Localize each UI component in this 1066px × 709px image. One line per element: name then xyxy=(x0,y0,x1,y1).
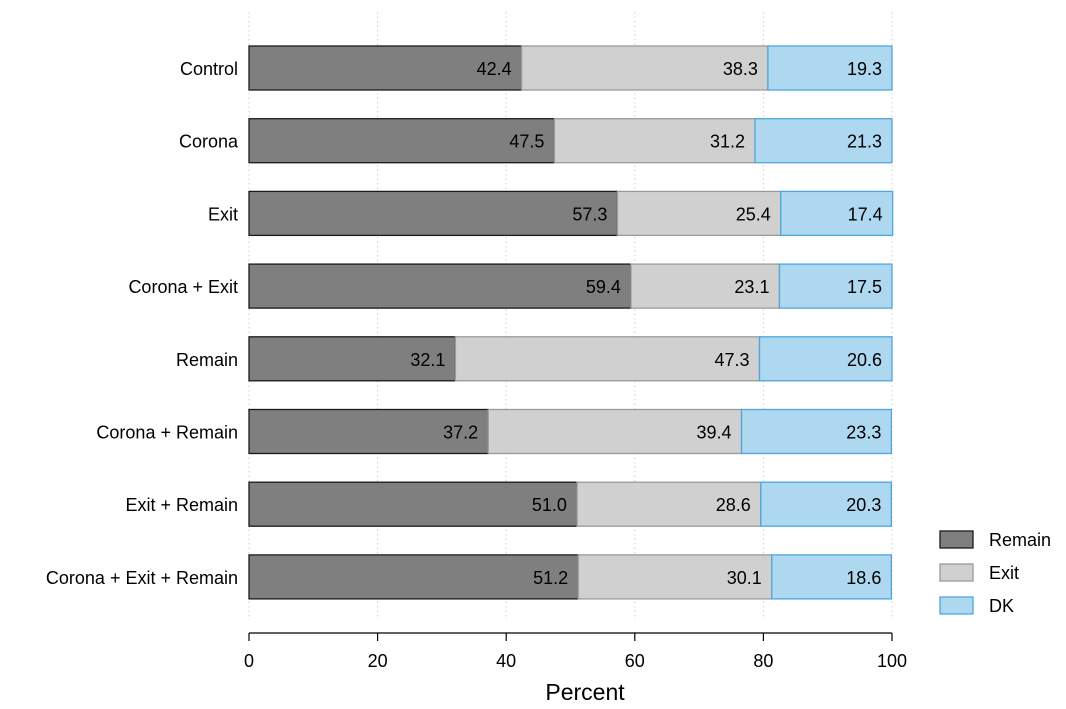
data-label: 20.6 xyxy=(847,350,882,370)
bar-row: 47.5 31.2 21.3 xyxy=(248,118,893,164)
bar-segment-dk xyxy=(758,336,893,382)
category-label: Control xyxy=(180,59,238,79)
x-tick-label: 40 xyxy=(496,651,516,671)
bar-segment-dk xyxy=(740,408,893,455)
x-tick-label: 80 xyxy=(753,651,773,671)
category-label: Exit xyxy=(208,204,238,224)
bar-segment-remain xyxy=(248,481,578,527)
data-label: 17.5 xyxy=(847,277,882,297)
bar-row: 57.3 25.4 17.4 xyxy=(248,190,894,237)
category-labels: Control Corona Exit Corona + Exit Remain Coro… xyxy=(46,59,239,588)
data-label: 28.6 xyxy=(716,495,751,515)
bar-row: 37.2 39.4 23.3 xyxy=(248,408,893,455)
bar-row: 51.2 30.1 18.6 xyxy=(248,554,893,600)
legend-label: Remain xyxy=(989,530,1051,550)
data-label: 25.4 xyxy=(736,204,771,224)
bar-row: 51.0 28.6 20.3 xyxy=(248,481,893,527)
data-label: 57.3 xyxy=(572,204,607,224)
data-label: 39.4 xyxy=(696,423,731,443)
data-label: 23.1 xyxy=(734,277,769,297)
bar-segment-dk xyxy=(760,481,893,527)
bar-segment-exit xyxy=(577,554,773,600)
data-label: 30.1 xyxy=(727,568,762,588)
bar-segment-remain xyxy=(248,408,489,455)
category-label: Exit + Remain xyxy=(125,495,238,515)
data-label: 18.6 xyxy=(846,568,881,588)
data-label: 59.4 xyxy=(586,277,621,297)
data-label: 42.4 xyxy=(477,59,512,79)
data-label: 37.2 xyxy=(443,423,478,443)
bar-segment-exit xyxy=(553,118,756,164)
data-label: 51.0 xyxy=(532,495,567,515)
legend-swatch xyxy=(939,563,974,582)
x-axis-title: Percent xyxy=(545,679,625,705)
bar-segment-exit xyxy=(576,481,762,527)
data-label: 19.3 xyxy=(847,59,882,79)
x-tick-label: 100 xyxy=(877,651,907,671)
legend-swatch xyxy=(939,596,974,615)
bar-row: 42.4 38.3 19.3 xyxy=(248,45,893,91)
bar-segment-dk xyxy=(780,190,894,237)
data-label: 51.2 xyxy=(533,568,568,588)
data-label: 21.3 xyxy=(847,132,882,152)
bar-segment-dk xyxy=(778,263,893,309)
bar-segment-remain xyxy=(248,45,523,91)
bar-row: 59.4 23.1 17.5 xyxy=(248,263,893,309)
category-label: Remain xyxy=(176,350,238,370)
bar-segment-remain xyxy=(248,554,579,600)
category-label: Corona + Remain xyxy=(96,423,238,443)
data-label: 38.3 xyxy=(723,59,758,79)
bar-segment-exit xyxy=(616,190,782,237)
x-tick-label: 0 xyxy=(244,651,254,671)
x-tick-label: 60 xyxy=(625,651,645,671)
category-label: Corona + Exit + Remain xyxy=(46,568,238,588)
legend-swatch xyxy=(939,530,974,549)
data-label: 47.5 xyxy=(509,132,544,152)
data-label: 20.3 xyxy=(846,495,881,515)
bar-segment-remain xyxy=(248,190,619,237)
bar-row: 32.1 47.3 20.6 xyxy=(248,336,893,382)
bar-segment-dk xyxy=(754,118,893,164)
bars-group: 42.4 38.3 19.3 47.5 31.2 21.3 57.3 25.4 17.4 59.4… xyxy=(248,45,894,600)
legend-item: Remain xyxy=(939,530,1051,550)
legend-label: DK xyxy=(989,596,1014,616)
bar-segment-remain xyxy=(248,263,632,309)
bar-segment-exit xyxy=(630,263,781,309)
legend: Remain Exit DK xyxy=(939,530,1051,616)
bar-segment-exit xyxy=(520,45,769,91)
data-label: 17.4 xyxy=(848,204,883,224)
x-axis: 0 20 40 60 80 100 xyxy=(244,632,907,671)
category-label: Corona + Exit xyxy=(128,277,238,297)
category-label: Corona xyxy=(179,132,239,152)
bar-segment-dk xyxy=(767,45,893,91)
data-label: 47.3 xyxy=(714,350,749,370)
legend-item: DK xyxy=(939,596,1014,616)
x-tick-label: 20 xyxy=(368,651,388,671)
grid-lines xyxy=(248,12,893,620)
data-label: 32.1 xyxy=(410,350,445,370)
bar-segment-exit xyxy=(454,336,761,382)
bar-segment-dk xyxy=(771,554,893,600)
data-label: 23.3 xyxy=(846,423,881,443)
data-label: 31.2 xyxy=(710,132,745,152)
legend-label: Exit xyxy=(989,563,1019,583)
legend-item: Exit xyxy=(939,563,1019,583)
